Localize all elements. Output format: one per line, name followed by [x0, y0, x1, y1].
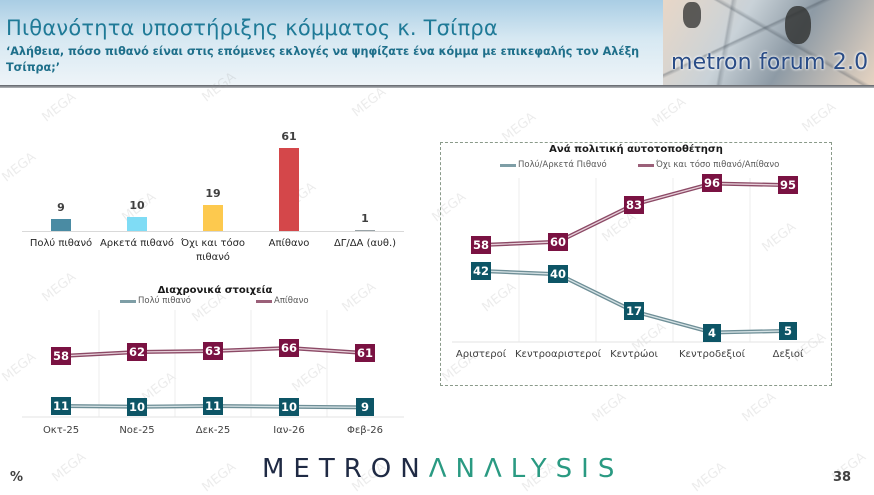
data-point-marker: 58: [470, 236, 492, 255]
chart-title: Διαχρονικά στοιχεία: [157, 285, 273, 296]
data-point-marker: 61: [354, 344, 376, 362]
data-point-marker: 10: [278, 397, 300, 416]
brand-analysis: ΛNΛLYSIS: [428, 454, 624, 484]
bar-category-label: Όχι και τόσο πιθανό: [180, 238, 246, 263]
metron-analysis-logo: METRONΛNΛLYSIS: [262, 454, 623, 484]
x-axis-label: Κεντροδεξιοί: [678, 349, 746, 360]
header-divider: [0, 85, 874, 88]
legend-swatch: [256, 299, 272, 303]
bar: [51, 219, 71, 231]
bar-value-label: 9: [57, 201, 65, 214]
x-axis-label: Νοε-25: [119, 425, 155, 436]
bar-value-label: 10: [129, 199, 145, 212]
page-number: 38: [833, 470, 852, 485]
data-point-marker: 83: [623, 195, 645, 214]
data-point-marker: 42: [470, 261, 492, 280]
bar: [279, 148, 299, 231]
x-axis-label: Δεκ-25: [195, 425, 231, 436]
legend-swatch: [500, 163, 516, 167]
brand-metron: METRON: [262, 454, 429, 484]
bar-value-label: 19: [205, 187, 221, 200]
x-axis-label: Κεντρώοι: [610, 349, 658, 360]
question-subtitle: ‘Αλήθεια, πόσο πιθανό είναι στις επόμενε…: [6, 45, 640, 74]
data-point-marker: 4: [703, 323, 721, 342]
legend-label: Όχι και τόσο πιθανό/Απίθανο: [656, 160, 780, 170]
page-title: Πιθανότητα υποστήριξης κόμματος κ. Τσίπρ…: [6, 16, 498, 40]
data-point-marker: 66: [278, 339, 300, 357]
x-axis-label: Οκτ-25: [42, 425, 80, 436]
legend-label: Πολύ/Αρκετά Πιθανό: [518, 160, 607, 170]
data-point-marker: 11: [50, 397, 72, 415]
line-chart-by-ideology: [440, 142, 832, 386]
legend-item-very-likely: Πολύ πιθανό: [120, 296, 191, 306]
legend-label: Πολύ πιθανό: [138, 296, 191, 306]
data-point-marker: 60: [547, 232, 569, 251]
data-point-marker: 95: [777, 176, 799, 195]
bar: [127, 217, 147, 231]
bar-category-label: ΔΓ/ΔΑ (αυθ.): [333, 238, 397, 249]
photo-figure-decor: [785, 6, 811, 44]
data-point-marker: 9: [356, 398, 374, 417]
legend-swatch: [120, 299, 136, 303]
bar-value-label: 61: [281, 130, 297, 143]
data-point-marker: 11: [202, 397, 224, 415]
metron-forum-logo: metron forum 2.0: [663, 0, 874, 85]
photo-figure-decor: [683, 2, 701, 28]
x-axis-label: Ιαν-26: [273, 425, 305, 436]
legend-label: Απίθανο: [274, 296, 309, 306]
legend-swatch: [638, 163, 654, 167]
data-point-marker: 17: [623, 302, 645, 321]
bar-chart-axis: [22, 231, 404, 232]
bar-category-label: Αρκετά πιθανό: [99, 238, 175, 249]
bar-category-label: Απίθανο: [268, 238, 310, 249]
x-axis-label: Κεντροαριστεροί: [515, 349, 601, 360]
legend-item-unlikely: Απίθανο: [256, 296, 309, 306]
data-point-marker: 10: [126, 397, 148, 416]
x-axis-label: Φεβ-26: [347, 425, 383, 436]
legend-item-not-likely: Όχι και τόσο πιθανό/Απίθανο: [638, 160, 779, 170]
bar-category-label: Πολύ πιθανό: [29, 238, 93, 249]
x-axis-label: Δεξιοί: [772, 349, 804, 360]
unit-label: %: [10, 470, 24, 485]
header-banner: Πιθανότητα υποστήριξης κόμματος κ. Τσίπρ…: [0, 0, 874, 85]
data-point-marker: 40: [547, 265, 569, 284]
x-axis-label: Αριστεροί: [455, 349, 507, 360]
bar-value-label: 1: [361, 212, 369, 225]
bar: [355, 230, 375, 231]
chart-title: Ανά πολιτική αυτοτοποθέτηση: [549, 144, 723, 155]
data-point-marker: 62: [126, 343, 148, 361]
data-point-marker: 96: [701, 174, 723, 193]
bar: [203, 205, 223, 231]
data-point-marker: 5: [779, 321, 797, 340]
logo-text: metron forum 2.0: [671, 50, 869, 75]
legend-item-likely: Πολύ/Αρκετά Πιθανό: [500, 160, 607, 170]
data-point-marker: 58: [50, 347, 72, 365]
data-point-marker: 63: [202, 342, 224, 360]
